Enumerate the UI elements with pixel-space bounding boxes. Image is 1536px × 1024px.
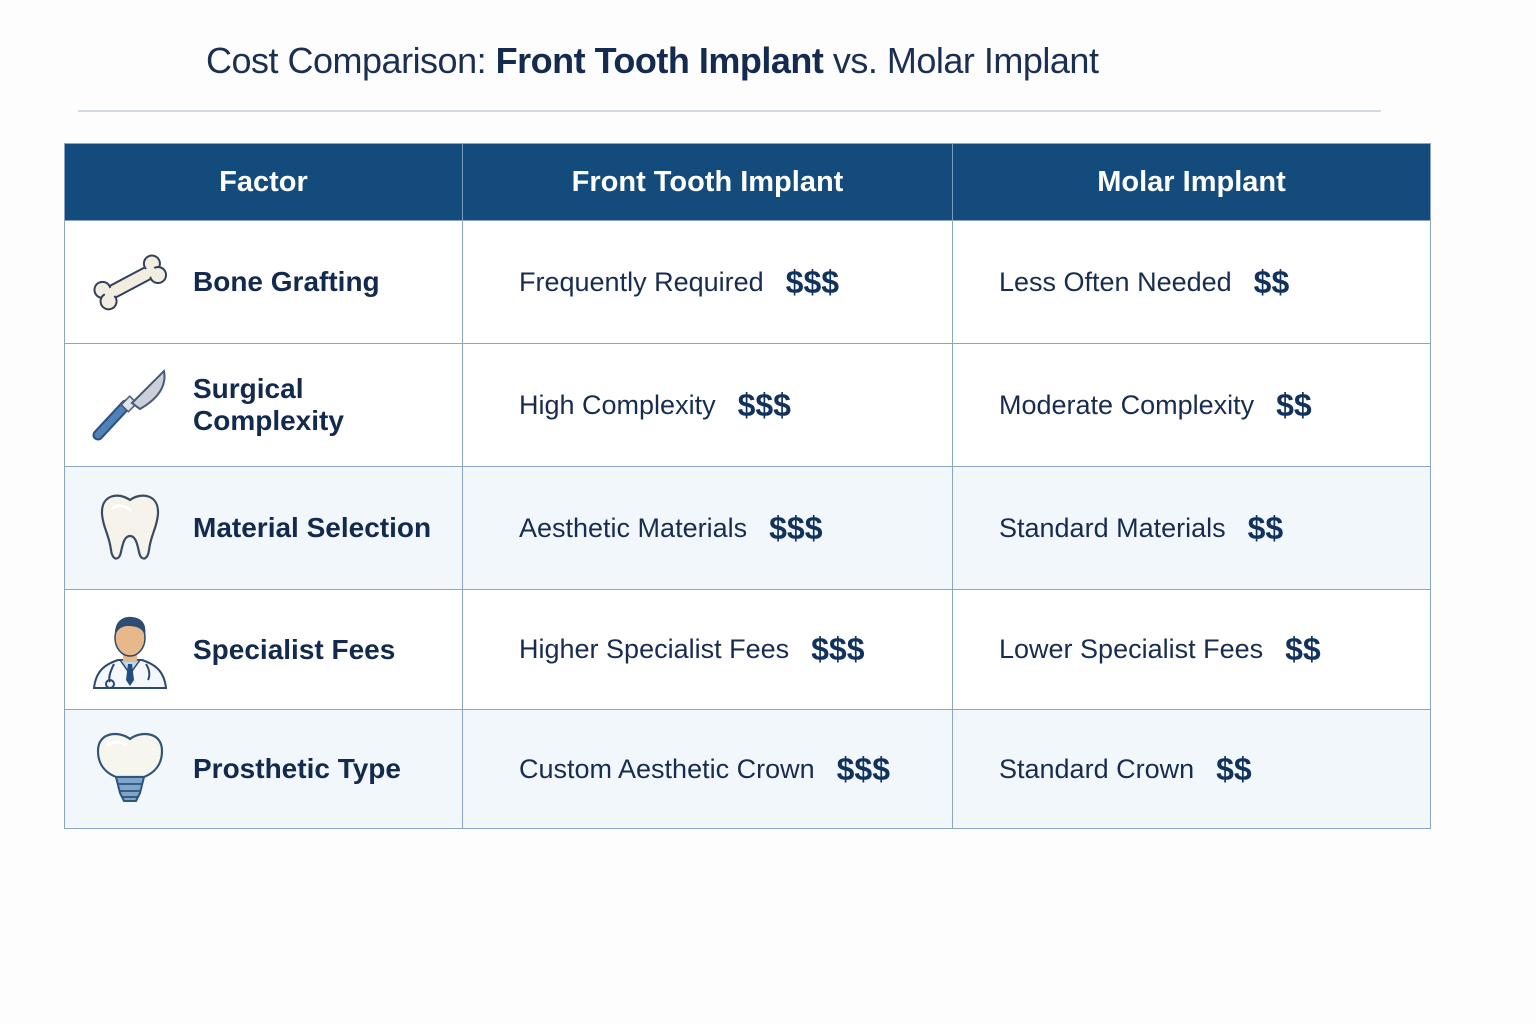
table-row: Specialist Fees Higher Specialist Fees $… [65,589,1430,709]
molar-cost: $$ [1253,263,1290,300]
page-title: Cost Comparison: Front Tooth Implant vs.… [206,40,1099,82]
molar-cost: $$ [1247,509,1284,546]
molar-cell: Standard Crown $$ [953,710,1430,828]
bone-icon [87,239,173,325]
molar-cell: Lower Specialist Fees $$ [953,590,1430,709]
factor-cell: Surgical Complexity [65,344,463,466]
factor-cell: Prosthetic Type [65,710,463,828]
table-row: Material Selection Aesthetic Materials $… [65,466,1430,589]
front-tooth-text: Frequently Required [519,266,764,297]
molar-text: Less Often Needed [999,266,1232,297]
implant-crown-icon [87,726,173,812]
doctor-icon [87,607,173,693]
factor-label: Prosthetic Type [193,753,401,784]
scalpel-icon [87,362,173,448]
front-tooth-cell: Frequently Required $$$ [463,221,953,343]
front-tooth-text: Higher Specialist Fees [519,634,790,664]
front-tooth-cell: High Complexity $$$ [463,344,953,466]
front-tooth-cost: $$$ [785,263,840,300]
front-tooth-text: Aesthetic Materials [519,512,748,543]
front-tooth-cost: $$$ [737,386,791,423]
header-factor: Factor [65,144,463,220]
tooth-icon [87,485,173,571]
title-prefix: Cost Comparison: [206,40,496,81]
molar-text: Standard Materials [999,512,1226,543]
molar-text: Lower Specialist Fees [999,634,1264,664]
comparison-table: Factor Front Tooth Implant Molar Implant [64,143,1431,829]
factor-label: Bone Grafting [193,266,380,297]
table-row: Prosthetic Type Custom Aesthetic Crown $… [65,709,1430,828]
factor-cell: Specialist Fees [65,590,463,709]
table-header: Factor Front Tooth Implant Molar Implant [65,144,1430,220]
factor-cell: Bone Grafting [65,221,463,343]
front-tooth-cost: $$$ [811,631,865,667]
molar-cost: $$ [1285,631,1321,667]
table-row: Surgical Complexity High Complexity $$$ … [65,343,1430,466]
factor-cell: Material Selection [65,467,463,589]
molar-cost: $$ [1276,386,1312,423]
front-tooth-cell: Aesthetic Materials $$$ [463,467,953,589]
front-tooth-text: High Complexity [519,389,716,420]
molar-cell: Moderate Complexity $$ [953,344,1430,466]
front-tooth-cell: Custom Aesthetic Crown $$$ [463,710,953,828]
header-molar: Molar Implant [1097,165,1286,198]
header-front-tooth: Front Tooth Implant [463,144,953,220]
title-bold: Front Tooth Implant [495,40,824,81]
molar-text: Standard Crown [999,753,1195,784]
front-tooth-cell: Higher Specialist Fees $$$ [463,590,953,709]
front-tooth-cost: $$$ [769,509,823,546]
molar-cell: Less Often Needed $$ [953,221,1430,343]
molar-cell: Standard Materials $$ [953,467,1430,589]
factor-label: Surgical Complexity [193,373,344,436]
factor-label: Material Selection [193,512,432,543]
title-suffix: vs. Molar Implant [823,40,1099,81]
front-tooth-cost: $$$ [836,750,891,787]
molar-cost: $$ [1216,750,1252,787]
title-divider [78,110,1381,112]
factor-label: Specialist Fees [193,633,396,665]
table-row: Bone Grafting Frequently Required $$$ Le… [65,220,1430,343]
front-tooth-text: Custom Aesthetic Crown [519,753,815,784]
molar-text: Moderate Complexity [999,389,1255,420]
